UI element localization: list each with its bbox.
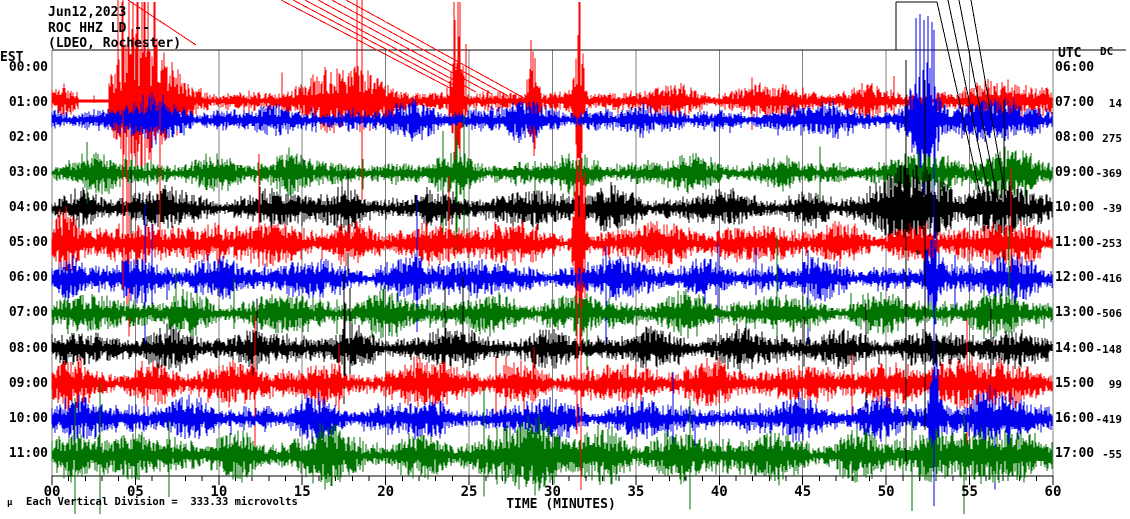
minute-label: 50: [877, 484, 895, 500]
utc-hour-label: 06:00: [1055, 60, 1095, 75]
trace-utc-08:00-blue: [51, 54, 1053, 196]
minute-label: 60: [1044, 484, 1062, 500]
dc-value: 99: [1108, 377, 1122, 391]
clipped-excursion: [127, 0, 197, 46]
minute-label: 00: [43, 484, 61, 500]
clipped-excursion: [292, 0, 464, 91]
clipped-excursion: [280, 0, 451, 89]
clipped-excursion: [947, 0, 992, 207]
trace-utc-16:00-blue: [51, 361, 1053, 490]
time-axis-title: TIME (MINUTES): [506, 497, 616, 512]
utc-axis-header: UTC: [1058, 46, 1082, 61]
est-hour-label: 09:00: [8, 375, 48, 391]
est-hour-label: 11:00: [8, 445, 48, 461]
minute-label: 10: [210, 484, 228, 500]
utc-hour-label: 17:00: [1055, 445, 1095, 461]
utc-hour-label: 15:00: [1055, 375, 1095, 391]
minute-label: 35: [627, 484, 645, 500]
minute-label: 30: [544, 484, 561, 500]
utc-hour-label: 08:00: [1055, 130, 1095, 146]
utc-hour-label: 13:00: [1055, 305, 1095, 321]
minute-label: 45: [794, 484, 812, 500]
utc-hour-label: 16:00: [1055, 410, 1095, 426]
clipped-excursion: [936, 1, 984, 207]
est-hour-label: 04:00: [8, 200, 48, 216]
trace-utc-11:00-red: [51, 148, 1053, 346]
dc-value: -55: [1102, 447, 1122, 461]
trace-utc-13:00-green: [51, 231, 1053, 370]
est-hour-label: 10:00: [8, 410, 48, 426]
est-hour-label: 02:00: [8, 130, 48, 146]
dc-value: 275: [1102, 132, 1122, 146]
dc-value: -419: [1095, 412, 1123, 426]
trace-utc-17:00-green: [51, 384, 1053, 514]
utc-hour-label: 11:00: [1055, 235, 1095, 251]
clipped-excursion: [317, 0, 493, 95]
trace-utc-15:00-red: [51, 315, 1053, 463]
est-hour-label: 05:00: [8, 235, 48, 251]
minute-label: 55: [961, 484, 978, 500]
est-hour-label: 01:00: [8, 95, 48, 111]
dc-value: -39: [1102, 202, 1122, 216]
minute-label: 25: [460, 484, 478, 500]
minute-label: 05: [126, 484, 144, 500]
dc-value: 14: [1108, 97, 1122, 111]
dc-value: -369: [1095, 167, 1123, 181]
dc-value: -506: [1095, 307, 1123, 321]
clipped-excursion: [958, 0, 1000, 208]
est-hour-label: 06:00: [8, 270, 48, 286]
trace-utc-10:00-black: [51, 99, 1053, 279]
dc-value: -253: [1095, 237, 1123, 251]
utc-hour-label: 09:00: [1055, 165, 1095, 181]
trace-utc-14:00-black: [51, 273, 1053, 408]
minute-label: 15: [293, 484, 311, 500]
scale-mark: µ: [7, 498, 13, 508]
dc-value: -148: [1095, 342, 1123, 356]
utc-hour-label: 10:00: [1055, 200, 1095, 216]
location-title: (LDEO, Rochester): [48, 36, 182, 51]
station-title: ROC HHZ LD --: [48, 21, 150, 36]
scale-note: Each Vertical Division = 333.33 microvol…: [26, 496, 298, 508]
dc-axis-header: DC: [1100, 45, 1114, 58]
clipped-excursion: [304, 0, 477, 93]
est-hour-label: 08:00: [8, 340, 48, 356]
est-axis-header: EST: [0, 50, 24, 65]
minute-label: 40: [710, 484, 728, 500]
est-hour-label: 00:00: [8, 60, 48, 75]
trace-utc-12:00-blue: [51, 194, 1053, 345]
utc-hour-label: 07:00: [1055, 95, 1095, 111]
trace-utc-07:00-red: [51, 2, 1053, 337]
clipped-excursion: [345, 0, 525, 99]
date-title: Jun12,2023: [48, 5, 127, 20]
utc-hour-label: 12:00: [1055, 270, 1095, 286]
minute-label: 20: [377, 484, 395, 500]
trace-utc-09:00-green: [51, 115, 1053, 250]
dc-value: -416: [1095, 272, 1123, 286]
clipped-excursion: [331, 0, 509, 97]
est-hour-label: 07:00: [8, 305, 48, 321]
est-hour-label: 03:00: [8, 165, 48, 181]
utc-hour-label: 14:00: [1055, 340, 1095, 356]
clipped-excursion: [970, 0, 1008, 206]
